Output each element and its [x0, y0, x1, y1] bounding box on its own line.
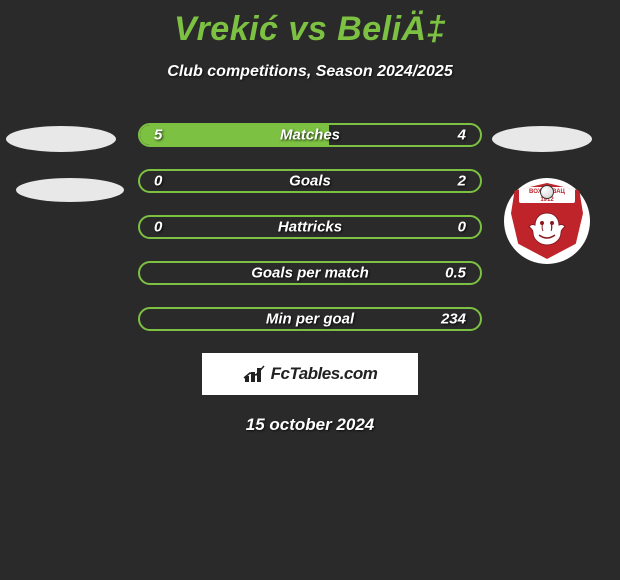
stat-bar: 0 Goals 2	[138, 169, 482, 193]
stat-label: Matches	[280, 127, 340, 144]
stat-bar: Goals per match 0.5	[138, 261, 482, 285]
stat-label: Hattricks	[278, 219, 342, 236]
branding-box[interactable]: FcTables.com	[202, 353, 418, 395]
stats-container: 5 Matches 4 0 Goals 2 0 Hattricks 0 Goal…	[0, 123, 620, 331]
stat-right-value: 2	[458, 173, 466, 190]
stat-label: Min per goal	[266, 311, 354, 328]
stat-right-value: 0	[458, 219, 466, 236]
stat-label: Goals per match	[251, 265, 369, 282]
stat-left-value: 0	[154, 173, 162, 190]
stat-row: 0 Goals 2	[0, 169, 620, 193]
comparison-subtitle: Club competitions, Season 2024/2025	[0, 63, 620, 81]
stat-bar: 0 Hattricks 0	[138, 215, 482, 239]
comparison-title: Vrekić vs BeliÄ‡	[0, 0, 620, 49]
stat-left-value: 5	[154, 127, 162, 144]
stat-row: 5 Matches 4	[0, 123, 620, 147]
stat-right-value: 234	[441, 311, 466, 328]
stat-left-value: 0	[154, 219, 162, 236]
stat-bar: Min per goal 234	[138, 307, 482, 331]
stat-bar: 5 Matches 4	[138, 123, 482, 147]
branding-text: FcTables.com	[271, 364, 378, 384]
comparison-date: 15 october 2024	[0, 415, 620, 435]
stat-row: 0 Hattricks 0	[0, 215, 620, 239]
bar-chart-icon	[243, 364, 267, 384]
stat-right-value: 0.5	[445, 265, 466, 282]
stat-row: Goals per match 0.5	[0, 261, 620, 285]
stat-row: Min per goal 234	[0, 307, 620, 331]
stat-right-value: 4	[458, 127, 466, 144]
stat-label: Goals	[289, 173, 331, 190]
